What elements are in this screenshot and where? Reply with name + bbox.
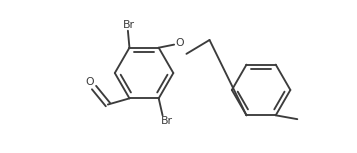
Text: Br: Br bbox=[160, 116, 172, 127]
Text: O: O bbox=[86, 77, 95, 87]
Text: O: O bbox=[175, 38, 184, 48]
Text: Br: Br bbox=[123, 20, 135, 30]
